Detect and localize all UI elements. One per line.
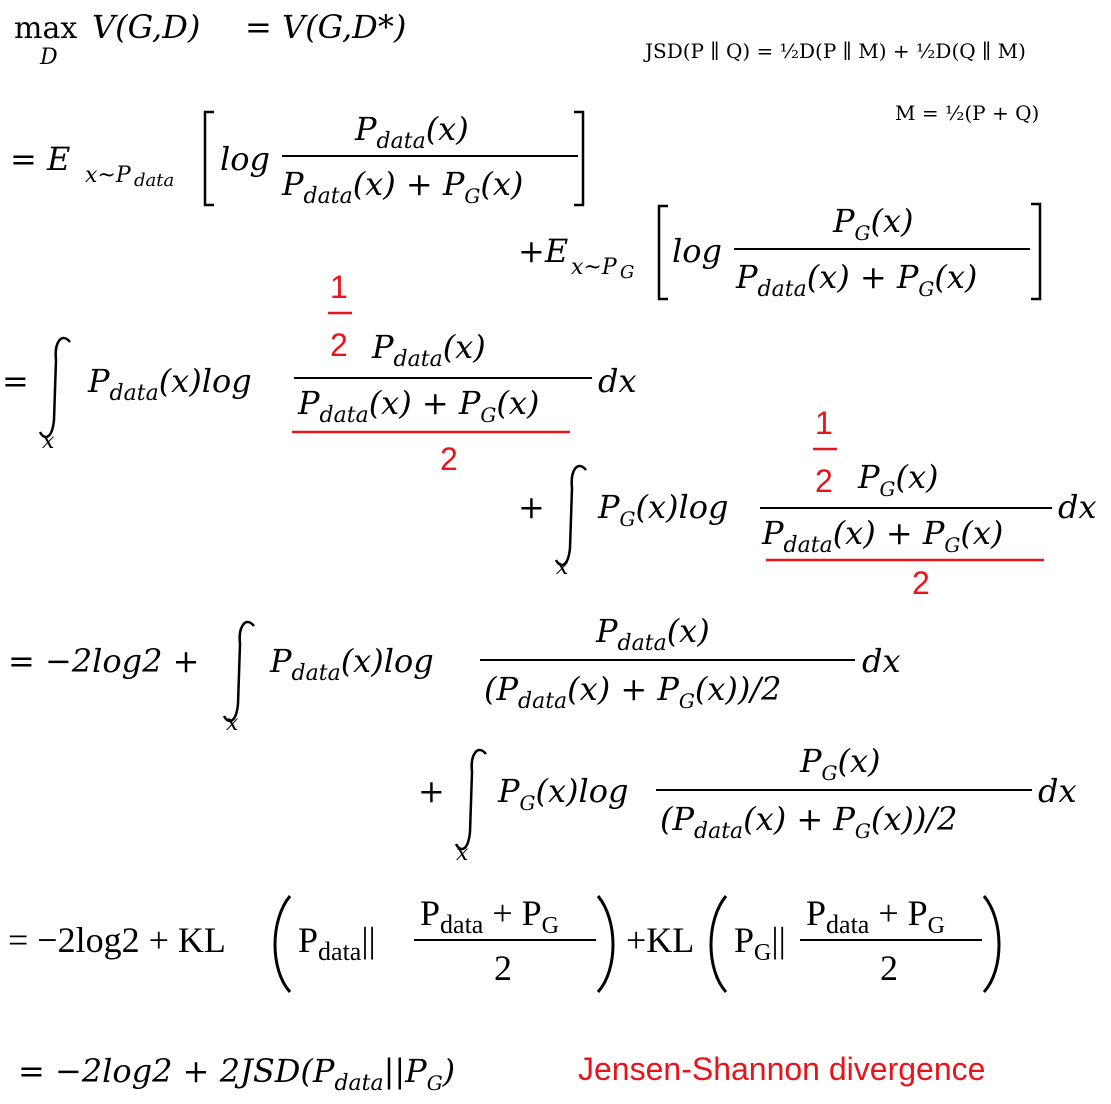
kl-arg: PG|| bbox=[734, 920, 786, 966]
kl-prefix: = −2log2 + KL bbox=[8, 920, 226, 960]
max-operator: max bbox=[14, 11, 77, 46]
denominator: 2 bbox=[494, 948, 512, 988]
max-subscript: D bbox=[39, 45, 58, 70]
line-2-expectation-data: = E x~P data log Pdata(x) Pdata(x) + PG(… bbox=[10, 110, 585, 209]
equals-sign: = bbox=[2, 362, 29, 400]
kl2-label: +KL bbox=[626, 920, 694, 960]
denominator: (Pdata(x) + PG(x))/2 bbox=[484, 670, 782, 714]
bracket-left bbox=[203, 110, 214, 207]
paren-right bbox=[596, 895, 615, 994]
denominator: 2 bbox=[880, 948, 898, 988]
paren-left bbox=[273, 895, 292, 994]
numerator: Pdata(x) bbox=[595, 612, 710, 656]
optimal-value: = V(G,D*) bbox=[245, 8, 406, 46]
line-7-integral-generator: + x PG(x)log PG(x) (Pdata(x) + PG(x))/2 … bbox=[418, 742, 1077, 866]
numerator: Pdata(x) bbox=[371, 328, 486, 372]
denominator: Pdata(x) + PG(x) bbox=[761, 514, 1003, 558]
integrand: Pdata(x)log bbox=[269, 642, 434, 686]
line2-sub: x~P bbox=[85, 163, 132, 188]
dx: dx bbox=[598, 362, 637, 400]
line6-prefix: = −2log2 + bbox=[8, 642, 199, 680]
line3-subsub: G bbox=[620, 262, 634, 283]
line-1-objective: max D V(G,D) = V(G,D*) bbox=[14, 8, 406, 70]
integral-var: x bbox=[456, 841, 469, 866]
integrand: Pdata(x)log bbox=[87, 362, 252, 406]
integrand: PG(x)log bbox=[597, 488, 729, 531]
half-denominator: 2 bbox=[815, 463, 833, 499]
plus-sign: + bbox=[418, 772, 445, 810]
line3-sub: x~P bbox=[571, 255, 618, 280]
dx: dx bbox=[862, 642, 901, 680]
jsd-expression: = −2log2 + 2JSD(Pdata||PG) bbox=[18, 1052, 455, 1096]
paren-right bbox=[982, 895, 1001, 994]
integral-sign bbox=[38, 336, 71, 439]
paren-left bbox=[709, 895, 728, 994]
integral-sign bbox=[554, 464, 587, 567]
jsd-definition: JSD(P ∥ Q) = ½D(P ∥ M) + ½D(Q ∥ M) M = ½… bbox=[643, 39, 1039, 125]
line-6-integral-data: = −2log2 + x Pdata(x)log Pdata(x) (Pdata… bbox=[8, 612, 901, 736]
integrand: PG(x)log bbox=[497, 772, 629, 815]
jsd-label: Jensen-Shannon divergence bbox=[578, 1051, 985, 1087]
integral-var: x bbox=[226, 711, 239, 736]
line-9-jsd-form: = −2log2 + 2JSD(Pdata||PG) Jensen-Shanno… bbox=[18, 1051, 985, 1096]
numerator: PG(x) bbox=[857, 458, 939, 501]
bracket-right bbox=[1031, 202, 1042, 301]
half-numerator: 1 bbox=[330, 269, 348, 305]
line-5-integral-generator: + x PG(x)log 1 2 PG(x) Pdata(x) + PG(x) … bbox=[518, 405, 1097, 601]
log-text: log bbox=[220, 140, 270, 178]
line2-prefix: = E bbox=[10, 140, 70, 178]
line3-prefix: +E bbox=[518, 232, 568, 270]
line-8-kl-form: = −2log2 + KL Pdata|| Pdata + PG 2 +KL P… bbox=[8, 893, 1001, 994]
red-two: 2 bbox=[440, 441, 458, 477]
bracket-right bbox=[574, 110, 585, 207]
integral-sign bbox=[222, 620, 255, 723]
plus-sign: + bbox=[518, 488, 545, 526]
red-two: 2 bbox=[912, 565, 930, 601]
numerator: Pdata(x) bbox=[354, 110, 469, 154]
line2-subsub: data bbox=[134, 170, 174, 191]
jsd-formula: JSD(P ∥ Q) = ½D(P ∥ M) + ½D(Q ∥ M) bbox=[643, 39, 1026, 63]
bracket-left bbox=[657, 204, 668, 301]
log-text: log bbox=[672, 232, 722, 270]
integral-var: x bbox=[556, 555, 569, 580]
numerator: Pdata + PG bbox=[806, 893, 945, 939]
kl-arg: Pdata|| bbox=[298, 920, 376, 966]
denominator: (Pdata(x) + PG(x))/2 bbox=[660, 800, 958, 844]
denominator: Pdata(x) + PG(x) bbox=[735, 258, 977, 302]
half-denominator: 2 bbox=[330, 327, 348, 363]
dx: dx bbox=[1038, 772, 1077, 810]
line-4-integral-data: = x Pdata(x)log 1 2 Pdata(x) Pdata(x) + … bbox=[2, 269, 637, 477]
denominator: Pdata(x) + PG(x) bbox=[281, 165, 523, 209]
numerator: Pdata + PG bbox=[420, 893, 559, 939]
numerator: PG(x) bbox=[832, 202, 914, 245]
mixture-formula: M = ½(P + Q) bbox=[895, 101, 1039, 125]
numerator: PG(x) bbox=[799, 742, 881, 785]
half-numerator: 1 bbox=[815, 405, 833, 441]
line-3-expectation-generator: +E x~P G log PG(x) Pdata(x) + PG(x) bbox=[518, 202, 1042, 302]
integral-sign bbox=[454, 748, 487, 851]
denominator: Pdata(x) + PG(x) bbox=[297, 384, 539, 428]
integral-var: x bbox=[42, 429, 55, 454]
dx: dx bbox=[1058, 488, 1097, 526]
value-function: V(G,D) bbox=[92, 8, 200, 46]
